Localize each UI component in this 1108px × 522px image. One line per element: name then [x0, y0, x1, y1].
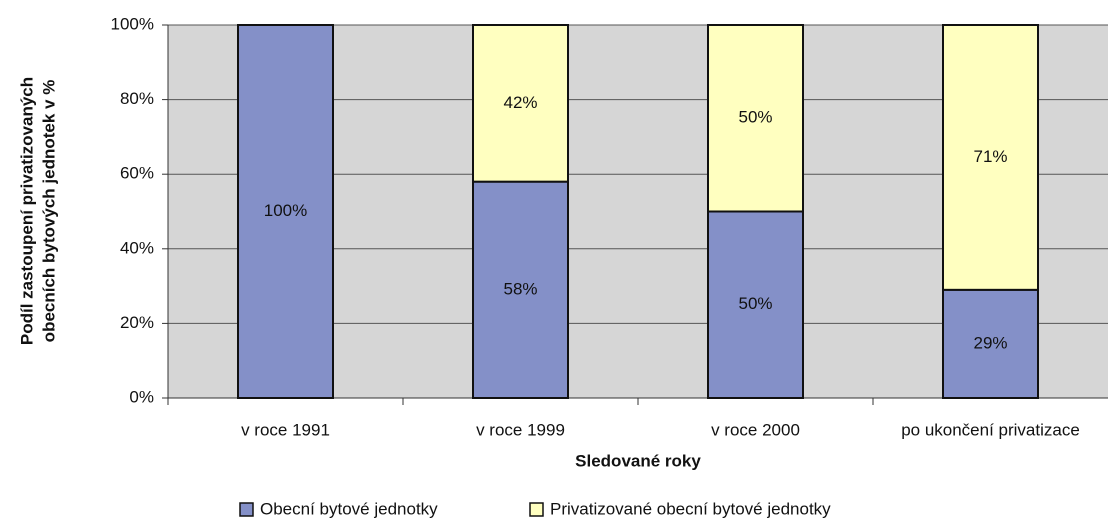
- x-tick-label: v roce 1991: [241, 420, 330, 439]
- bar-segment: [942, 288, 1039, 399]
- y-axis-label: obecních bytových jednotek v %: [39, 80, 58, 343]
- data-label: 42%: [503, 93, 537, 112]
- bar-segment: [472, 24, 569, 183]
- bar-segment: [707, 24, 804, 213]
- y-tick-label: 60%: [120, 164, 154, 183]
- data-label: 29%: [973, 333, 1007, 352]
- bar-segment: [472, 180, 569, 399]
- legend-swatch: [529, 502, 544, 517]
- y-tick-label: 20%: [120, 313, 154, 332]
- y-tick-label: 0%: [129, 387, 154, 406]
- data-label: 58%: [503, 279, 537, 298]
- data-label: 50%: [738, 108, 772, 127]
- data-label: 71%: [973, 147, 1007, 166]
- bar-segment: [237, 24, 334, 399]
- bar-segment: [942, 24, 1039, 291]
- y-tick-label: 100%: [111, 14, 154, 33]
- y-tick-label: 40%: [120, 238, 154, 257]
- legend-label: Obecní bytové jednotky: [260, 499, 438, 518]
- y-axis-label: Podíl zastoupení privatizovaných: [17, 77, 36, 345]
- x-tick-label: v roce 1999: [476, 420, 565, 439]
- x-tick-label: po ukončení privatizace: [901, 420, 1080, 439]
- y-tick-label: 80%: [120, 89, 154, 108]
- legend-label: Privatizované obecní bytové jednotky: [550, 499, 831, 518]
- data-label: 100%: [264, 201, 307, 220]
- x-tick-label: v roce 2000: [711, 420, 800, 439]
- legend-swatch: [239, 502, 254, 517]
- data-label: 50%: [738, 294, 772, 313]
- x-axis-label: Sledované roky: [575, 451, 701, 470]
